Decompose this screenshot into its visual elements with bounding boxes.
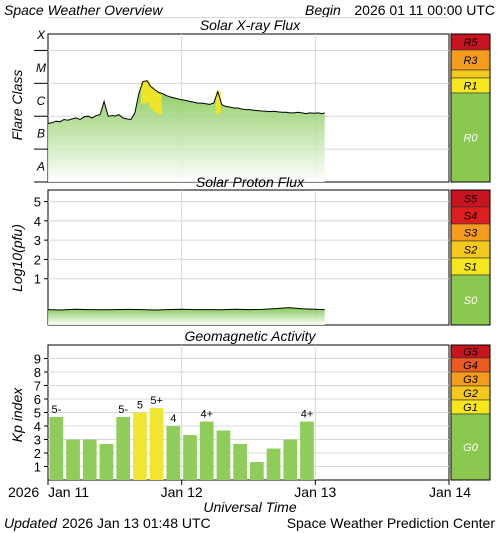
kp-bar xyxy=(50,417,64,480)
proton-scale-label: S4 xyxy=(464,211,477,223)
x-tick-label: Jan 11 xyxy=(48,484,89,500)
xray-plot: A B C M X R5 R3 R1 R0 xyxy=(34,18,490,182)
kp-bar xyxy=(166,426,180,480)
kp-ytick-label: 4 xyxy=(34,419,41,434)
proton-ytick-label: 2 xyxy=(34,252,41,267)
kp-scale-label: G4 xyxy=(463,360,478,372)
xray-scale-seg xyxy=(451,70,490,78)
kp-bar xyxy=(300,422,314,480)
xray-class-label: B xyxy=(37,127,45,141)
kp-ytick-label: 3 xyxy=(34,433,41,448)
kp-bar-label: 5+ xyxy=(150,395,163,407)
xray-scale-label: R1 xyxy=(463,81,477,93)
updated-value: 2026 Jan 13 01:48 UTC xyxy=(62,515,211,531)
begin-label: Begin xyxy=(305,2,341,18)
xray-scale-label: R5 xyxy=(463,37,478,49)
kp-bar-label: 5- xyxy=(118,404,128,416)
proton-ytick-label: 5 xyxy=(34,195,41,210)
kp-scale-label: G5 xyxy=(463,347,479,359)
kp-bar xyxy=(150,408,164,480)
kp-bar xyxy=(183,435,197,480)
x-axis-title: Universal Time xyxy=(203,499,296,515)
xray-ylabel: Flare Class xyxy=(9,70,25,141)
proton-title: Solar Proton Flux xyxy=(196,174,305,190)
kp-ytick-label: 8 xyxy=(34,365,41,380)
kp-scale-label: G0 xyxy=(463,442,479,454)
kp-scale-label: G1 xyxy=(463,402,478,414)
kp-ytick-label: 1 xyxy=(34,460,41,475)
kp-bar-label: 4+ xyxy=(301,409,314,421)
proton-ytick-label: 3 xyxy=(34,233,41,248)
xray-class-label: C xyxy=(37,94,46,108)
kp-bar-label: 4 xyxy=(170,413,176,425)
x-tick-label: Jan 12 xyxy=(161,484,203,500)
proton-plot: 1 2 3 4 5 S5 S4 S3 S2 S1 S0 xyxy=(34,190,490,325)
kp-bar xyxy=(267,449,281,480)
proton-ylabel: Log10(pfu) xyxy=(9,224,25,292)
kp-bar-label: 5- xyxy=(51,404,61,416)
proton-scale-label: S0 xyxy=(464,295,478,307)
kp-bar xyxy=(283,440,297,481)
kp-bar xyxy=(133,413,147,481)
x-axis-ticks: Jan 11 Jan 12 Jan 13 Jan 14 xyxy=(48,480,471,500)
kp-ytick-label: 6 xyxy=(34,392,41,407)
xray-scale-label: R3 xyxy=(463,55,478,67)
xray-class-label: X xyxy=(36,28,46,42)
kp-bar xyxy=(200,422,214,480)
xray-class-label: M xyxy=(36,61,46,75)
page-title: Space Weather Overview xyxy=(4,2,163,18)
proton-frame xyxy=(48,190,449,325)
kp-scale-label: G2 xyxy=(463,388,478,400)
proton-ytick-label: 4 xyxy=(34,214,41,229)
kp-bar xyxy=(116,417,130,480)
kp-ytick-label: 7 xyxy=(34,379,41,394)
kp-ytick-label: 2 xyxy=(34,446,41,461)
proton-scale-label: S1 xyxy=(464,262,477,274)
proton-scale-label: S5 xyxy=(464,194,478,206)
kp-ylabel: Kp index xyxy=(9,387,25,442)
x-tick-label: Jan 13 xyxy=(294,484,336,500)
x-year-label: 2026 xyxy=(8,484,39,500)
kp-bar xyxy=(83,440,97,481)
xray-title: Solar X-ray Flux xyxy=(200,17,301,33)
kp-bar xyxy=(66,440,80,481)
kp-title: Geomagnetic Activity xyxy=(185,328,317,344)
kp-ytick-label: 9 xyxy=(34,352,41,367)
kp-bar xyxy=(100,444,114,480)
kp-bar xyxy=(233,444,247,480)
proton-scale-label: S3 xyxy=(464,228,478,240)
kp-scale-label: G3 xyxy=(463,374,479,386)
kp-bar xyxy=(217,430,231,480)
proton-ytick-label: 1 xyxy=(34,272,41,287)
kp-bar-label: 4+ xyxy=(200,409,213,421)
xray-flare-highlight xyxy=(157,93,162,115)
x-tick-label: Jan 14 xyxy=(429,484,471,500)
begin-value: 2026 01 11 00:00 UTC xyxy=(354,2,495,18)
kp-bar-label: 5 xyxy=(137,400,143,412)
proton-area xyxy=(48,308,325,325)
xray-scale-label: R0 xyxy=(463,133,478,145)
kp-bar xyxy=(250,462,264,480)
kp-ytick-label: 5 xyxy=(34,406,41,421)
footer-center: Space Weather Prediction Center xyxy=(287,515,496,531)
updated-label: Updated xyxy=(4,515,58,531)
proton-scale-label: S2 xyxy=(464,245,477,257)
xray-class-label: A xyxy=(36,160,45,174)
